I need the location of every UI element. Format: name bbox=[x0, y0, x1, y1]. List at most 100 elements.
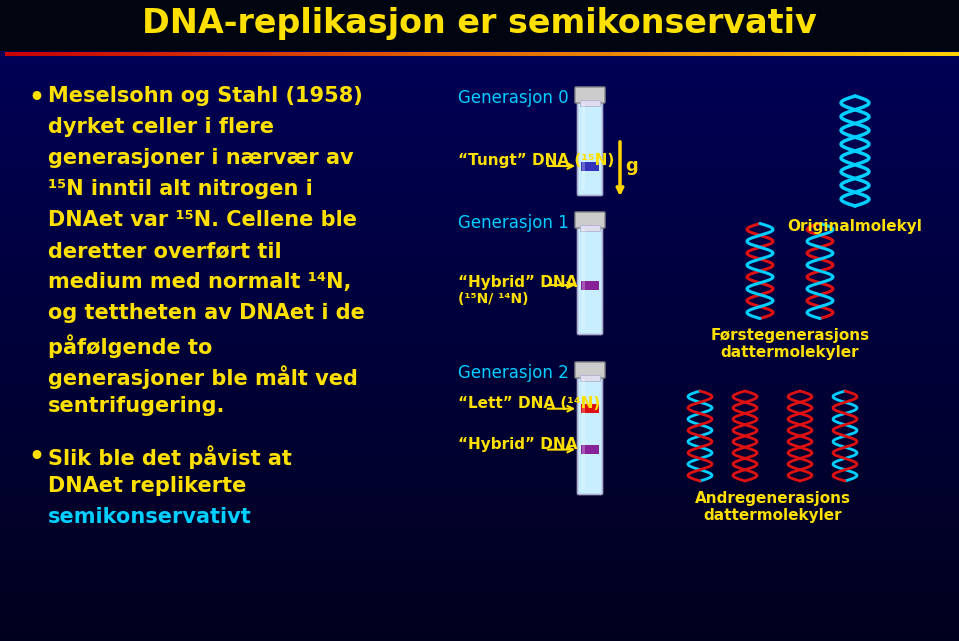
Bar bbox=[0, 382, 959, 383]
Bar bbox=[329, 52, 335, 56]
Bar bbox=[0, 618, 959, 619]
Bar bbox=[0, 34, 959, 35]
Bar bbox=[0, 404, 959, 405]
Bar bbox=[0, 560, 959, 561]
Bar bbox=[191, 52, 197, 56]
Bar bbox=[0, 284, 959, 285]
Bar bbox=[0, 639, 959, 640]
Bar bbox=[0, 536, 959, 537]
Bar bbox=[0, 594, 959, 595]
Bar bbox=[0, 520, 959, 521]
Bar bbox=[0, 480, 959, 481]
Bar bbox=[0, 393, 959, 394]
Bar bbox=[0, 302, 959, 303]
Bar bbox=[0, 450, 959, 451]
Bar bbox=[0, 619, 959, 620]
Bar bbox=[0, 39, 959, 40]
Bar bbox=[0, 559, 959, 560]
Bar bbox=[821, 52, 826, 56]
Text: generasjoner ble målt ved: generasjoner ble målt ved bbox=[48, 365, 358, 389]
Bar bbox=[0, 123, 959, 124]
Bar bbox=[0, 279, 959, 280]
Bar bbox=[0, 586, 959, 587]
Text: Generasjon 0: Generasjon 0 bbox=[458, 89, 569, 107]
Bar bbox=[0, 400, 959, 401]
Bar bbox=[234, 52, 239, 56]
Bar bbox=[0, 217, 959, 218]
Bar bbox=[0, 25, 959, 26]
Bar bbox=[0, 251, 959, 252]
Bar bbox=[0, 62, 959, 63]
Bar bbox=[0, 521, 959, 522]
Bar bbox=[0, 19, 959, 20]
Text: og tettheten av DNAet i de: og tettheten av DNAet i de bbox=[48, 303, 364, 323]
Bar bbox=[730, 52, 736, 56]
Bar bbox=[19, 52, 25, 56]
Bar bbox=[0, 344, 959, 345]
Bar bbox=[0, 607, 959, 608]
Bar bbox=[0, 602, 959, 603]
Bar bbox=[0, 197, 959, 198]
Bar bbox=[152, 52, 158, 56]
Bar bbox=[0, 231, 959, 232]
Bar bbox=[0, 527, 959, 528]
Bar bbox=[382, 52, 387, 56]
Bar bbox=[0, 10, 959, 11]
Bar bbox=[581, 445, 599, 454]
Text: “Tungt” DNA (¹⁵N): “Tungt” DNA (¹⁵N) bbox=[458, 153, 615, 169]
Bar bbox=[0, 484, 959, 485]
Bar bbox=[0, 629, 959, 630]
Bar bbox=[505, 52, 511, 56]
Bar bbox=[0, 333, 959, 334]
Bar bbox=[0, 270, 959, 271]
Bar bbox=[0, 107, 959, 108]
Bar bbox=[0, 572, 959, 573]
Bar bbox=[0, 308, 959, 309]
Bar bbox=[244, 52, 248, 56]
Bar bbox=[0, 539, 959, 540]
Bar bbox=[0, 358, 959, 359]
Bar bbox=[0, 493, 959, 494]
Bar bbox=[0, 48, 959, 49]
Bar bbox=[778, 52, 783, 56]
Bar bbox=[0, 307, 959, 308]
Bar bbox=[882, 52, 888, 56]
Bar bbox=[0, 74, 959, 75]
Bar bbox=[0, 593, 959, 594]
Bar bbox=[0, 625, 959, 626]
Bar bbox=[0, 464, 959, 465]
Bar bbox=[616, 52, 620, 56]
Bar bbox=[0, 628, 959, 629]
Bar bbox=[0, 229, 959, 230]
Bar bbox=[0, 402, 959, 403]
Bar bbox=[0, 498, 959, 499]
Bar bbox=[0, 426, 959, 427]
Bar bbox=[0, 432, 959, 433]
Bar bbox=[844, 52, 850, 56]
Bar bbox=[0, 487, 959, 488]
Bar bbox=[110, 52, 115, 56]
Bar bbox=[0, 483, 959, 484]
Text: •: • bbox=[28, 86, 44, 110]
Bar bbox=[0, 144, 959, 145]
Bar bbox=[0, 552, 959, 553]
Bar bbox=[157, 52, 163, 56]
Bar bbox=[0, 69, 959, 70]
Bar bbox=[401, 52, 406, 56]
Bar bbox=[0, 269, 959, 270]
Bar bbox=[0, 614, 959, 615]
Bar bbox=[0, 329, 959, 330]
Bar bbox=[181, 52, 187, 56]
Bar bbox=[0, 584, 959, 585]
Bar bbox=[0, 83, 959, 84]
Bar bbox=[515, 52, 521, 56]
Bar bbox=[5, 52, 11, 56]
Bar bbox=[0, 421, 959, 422]
Bar bbox=[892, 52, 898, 56]
Bar bbox=[0, 218, 959, 219]
Bar bbox=[258, 52, 263, 56]
Bar bbox=[0, 72, 959, 73]
Bar bbox=[0, 502, 959, 503]
Bar bbox=[0, 318, 959, 319]
Bar bbox=[0, 6, 959, 7]
